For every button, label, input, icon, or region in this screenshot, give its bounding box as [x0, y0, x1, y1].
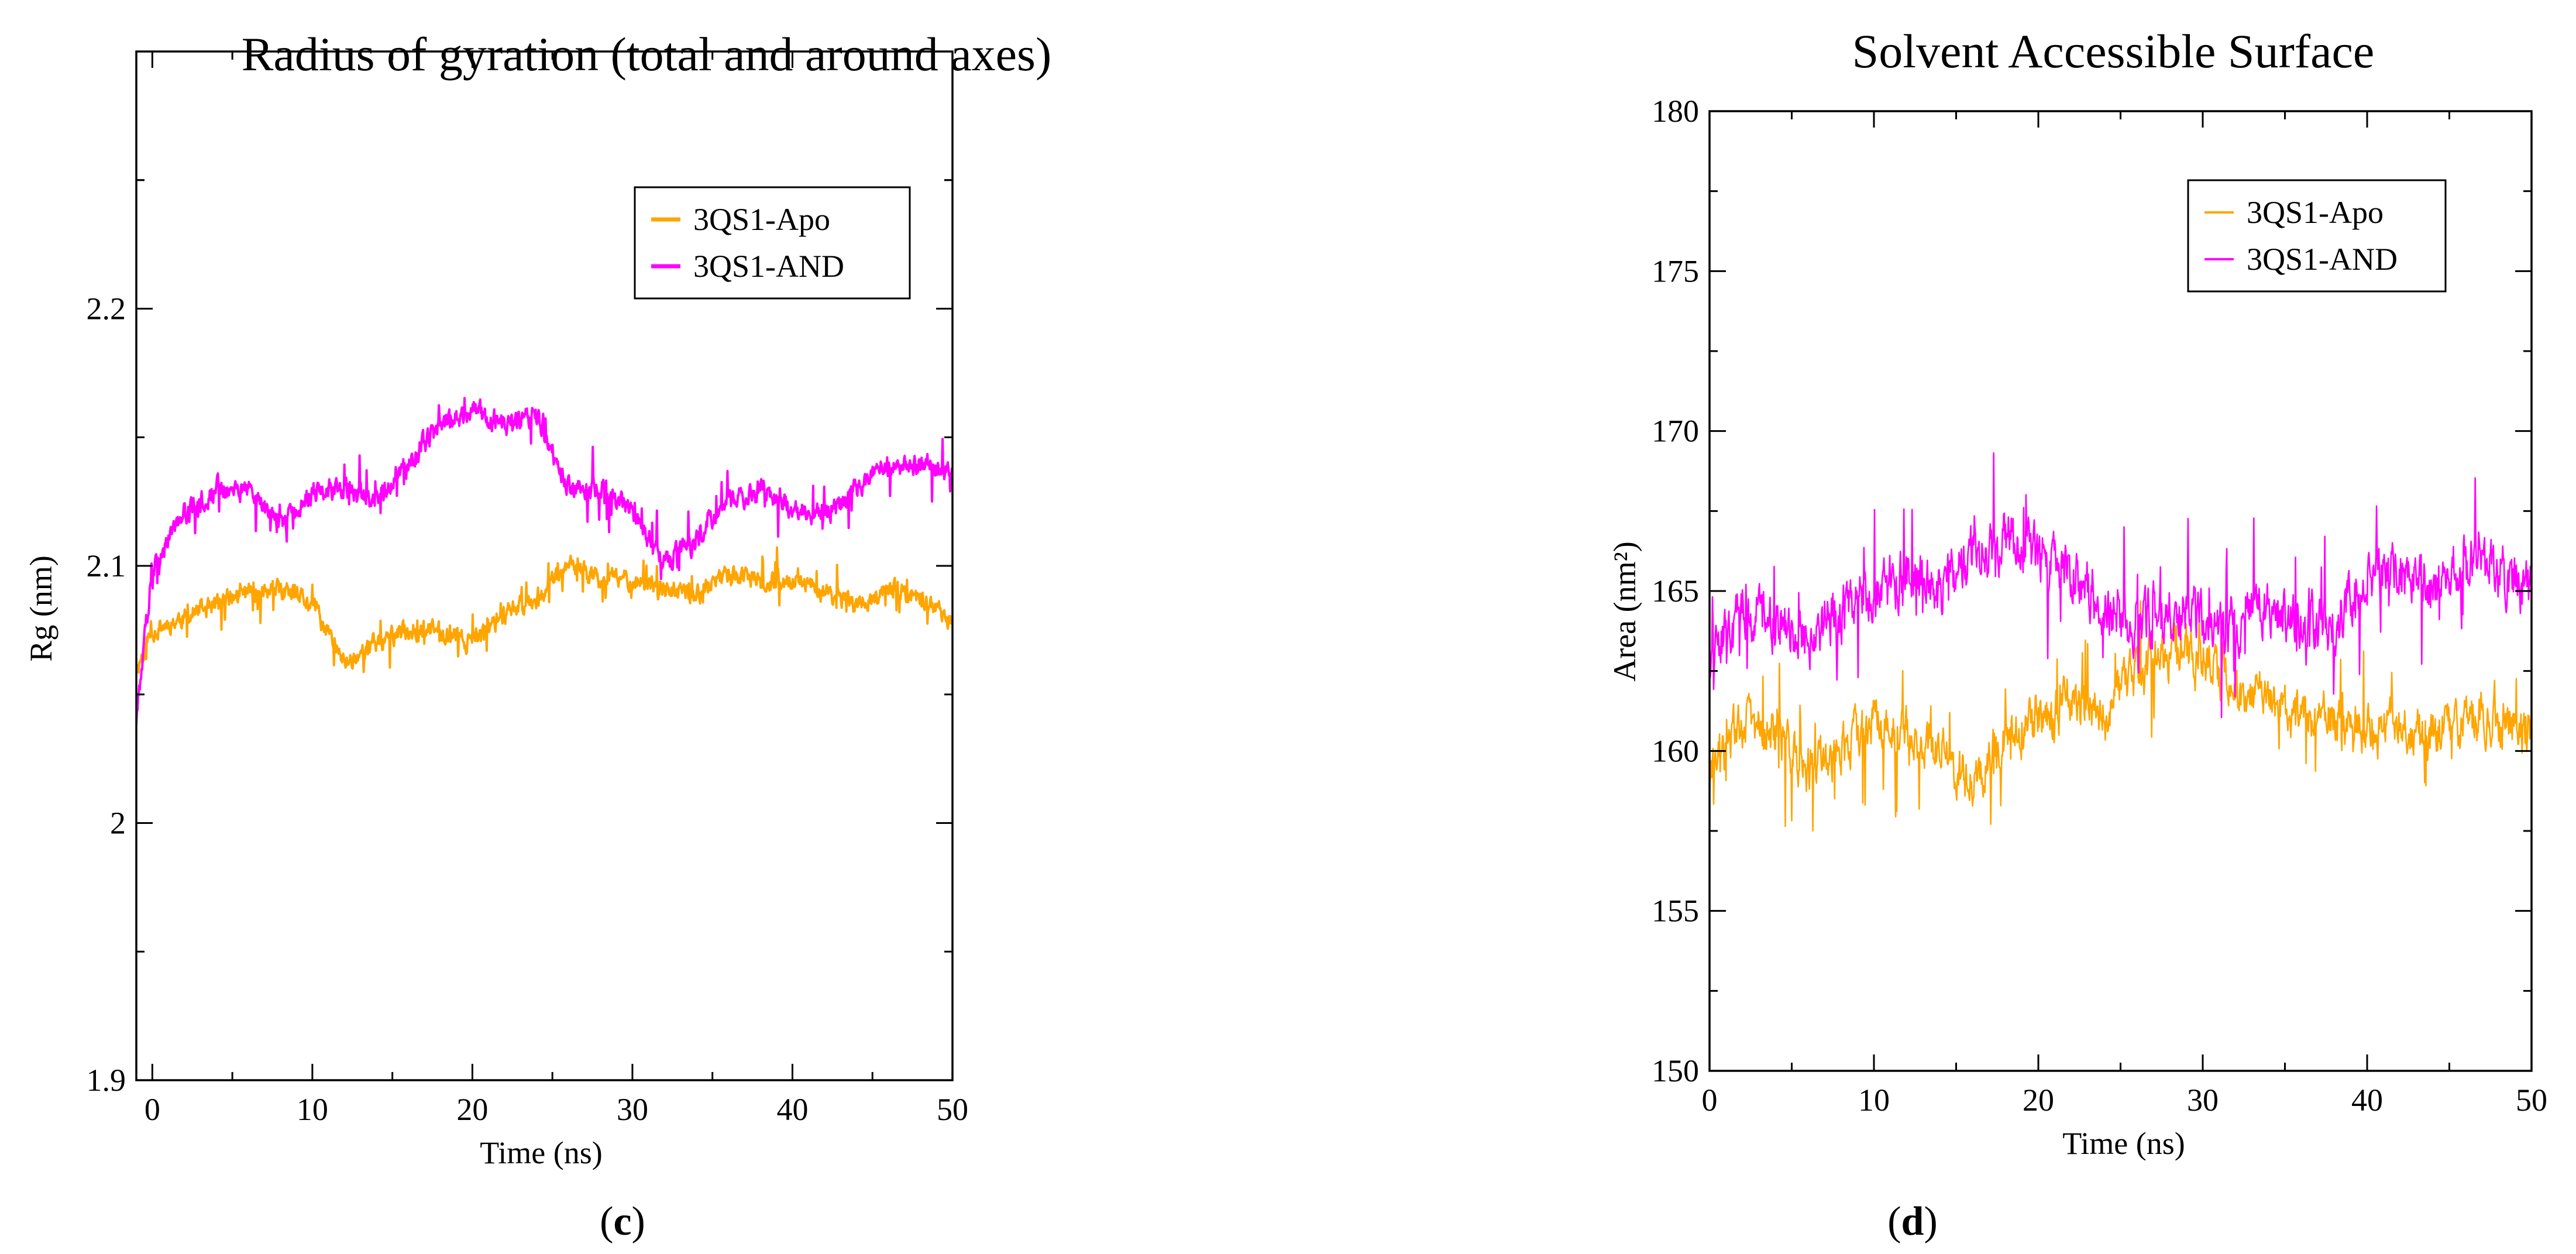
legend-label-d-and: 3QS1-AND: [2247, 242, 2398, 277]
chart-c-ylabel: Rg (nm): [23, 555, 59, 662]
y-tick-label-c: 2.1: [87, 548, 126, 583]
x-tick-label-d: 40: [2351, 1083, 2383, 1118]
y-tick-label-d: 150: [1652, 1053, 1699, 1088]
y-tick-label-d: 165: [1652, 573, 1699, 609]
series-line-d-apo: [1710, 600, 2532, 832]
y-tick-label-c: 2.2: [87, 291, 126, 327]
legend-d: 3QS1-Apo 3QS1-AND: [2187, 179, 2447, 293]
x-tick-label-c: 0: [145, 1092, 160, 1127]
x-tick-label-d: 0: [1702, 1083, 1718, 1118]
y-tick-label-c: 1.9: [87, 1063, 126, 1098]
series-group-c: [136, 397, 952, 724]
y-tick-label-d: 175: [1652, 253, 1699, 288]
x-tick-label-c: 30: [617, 1092, 648, 1127]
x-tick-label-c: 10: [297, 1092, 328, 1127]
chart-d-ylabel: Area (nm²): [1607, 541, 1642, 682]
legend-label-c-and: 3QS1-AND: [693, 249, 844, 284]
chart-d-xlabel: Time (ns): [2062, 1126, 2185, 1161]
chart-c-title: Radius of gyration (total and around axe…: [242, 28, 1052, 81]
x-tick-label-c: 20: [456, 1092, 488, 1127]
series-line-c-apo: [136, 546, 952, 674]
legend-c: 3QS1-Apo 3QS1-AND: [634, 186, 911, 300]
y-tick-label-d: 180: [1652, 94, 1699, 129]
panel-c: Radius of gyration (total and around axe…: [23, 28, 1051, 1244]
y-tick-label-c: 2: [110, 806, 126, 841]
plot-area-c: 0 10 20 30 40 50 1.9 2 2.1 2.2 3QS1-Apo 3QS1-AND: [87, 50, 968, 1127]
x-tick-label-d: 50: [2516, 1083, 2547, 1118]
x-tick-label-c: 50: [937, 1092, 968, 1127]
legend-box-d: [2187, 179, 2447, 293]
panel-label-c-letter: c: [613, 1199, 631, 1244]
y-tick-label-d: 155: [1652, 894, 1699, 929]
x-tick-label-d: 20: [2023, 1083, 2054, 1118]
legend-label-d-apo: 3QS1-Apo: [2247, 195, 2384, 230]
series-line-d-and: [1710, 452, 2532, 719]
panel-label-d: (d): [1887, 1199, 1938, 1244]
panel-label-c: (c): [600, 1199, 645, 1244]
x-tick-label-d: 10: [1858, 1083, 1890, 1118]
panel-label-d-letter: d: [1901, 1199, 1924, 1244]
y-tick-label-d: 160: [1652, 733, 1699, 768]
series-group-d: [1710, 452, 2532, 832]
series-line-c-and: [136, 397, 952, 724]
legend-label-c-apo: 3QS1-Apo: [693, 202, 830, 237]
panel-d: Solvent Accessible Surface 0 10 20 30 40 50 15…: [1607, 25, 2547, 1244]
chart-d-title: Solvent Accessible Surface: [1852, 25, 2375, 78]
x-tick-label-c: 40: [776, 1092, 808, 1127]
y-tick-label-d: 170: [1652, 414, 1699, 449]
x-tick-label-d: 30: [2187, 1083, 2219, 1118]
legend-box-c: [634, 186, 911, 300]
plot-area-d: 0 10 20 30 40 50 150 155 160 165 170 175 180 3QS1-Apo…: [1652, 94, 2547, 1118]
chart-c-xlabel: Time (ns): [480, 1135, 603, 1170]
